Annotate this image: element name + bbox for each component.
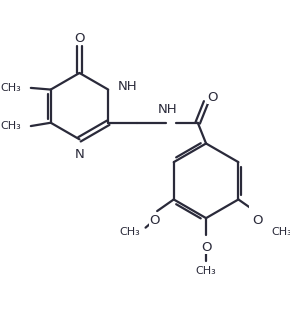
Text: CH₃: CH₃ [120,227,141,237]
Text: O: O [207,91,218,104]
Text: NH: NH [118,80,138,93]
Text: CH₃: CH₃ [271,227,290,237]
Text: N: N [75,148,84,160]
Text: CH₃: CH₃ [0,83,21,93]
Text: O: O [74,32,85,45]
Text: CH₃: CH₃ [196,266,216,276]
Text: NH: NH [158,103,178,116]
Text: CH₃: CH₃ [0,121,21,131]
Text: O: O [252,214,263,226]
Text: O: O [201,240,211,253]
Text: O: O [149,214,160,226]
